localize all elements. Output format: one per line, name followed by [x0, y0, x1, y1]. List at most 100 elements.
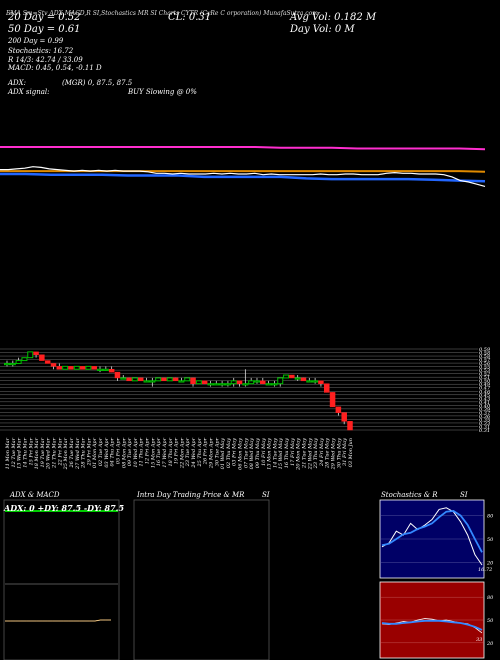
date-tick-label: 05 Fri Apr: [115, 437, 121, 464]
date-tick-label: 15 Fri Mar: [28, 437, 34, 465]
candle-body: [50, 363, 57, 367]
day-vol-label: Day Vol: 0 M: [290, 24, 355, 35]
date-tick-label: 07 Tue May: [243, 438, 249, 468]
stoch-value-label: 16.72: [478, 567, 492, 573]
date-tick-label: 29 Wed May: [331, 438, 337, 471]
date-tick-label: 23 Tue Apr: [185, 437, 191, 467]
candle-body: [27, 351, 34, 359]
date-tick-label: 26 Tue Mar: [69, 437, 75, 468]
candle-body: [9, 362, 16, 366]
date-tick-label: 16 Thu May: [284, 438, 290, 468]
price-tick-label: 0.56: [479, 361, 491, 367]
price-tick-label: 0.33: [479, 421, 490, 427]
mrsi-line: [381, 619, 483, 631]
candle-body: [253, 380, 260, 383]
candle-body: [283, 374, 290, 379]
candle-body: [102, 368, 109, 371]
candle-body: [201, 380, 208, 384]
price-tick-label: 0.37: [479, 410, 491, 416]
date-tick-label: 18 Mon Mar: [34, 437, 40, 469]
adx-signal-value: BUY Slowing @ 0%: [128, 88, 197, 96]
stoch-panel-title-right: SI: [460, 491, 468, 499]
price-tick-label: 0.40: [479, 403, 491, 409]
candle-body: [149, 380, 156, 383]
candle-body: [323, 383, 330, 393]
stoch-tick-label: 50: [487, 537, 494, 543]
date-tick-label: 03 Mon Jun: [348, 438, 354, 467]
candle-body: [329, 392, 336, 408]
adx-signal-label: ADX signal:: [8, 88, 50, 96]
intraday-panel-title-right: SI: [262, 491, 270, 499]
candle-body: [178, 380, 185, 383]
candle-body: [207, 383, 214, 386]
candle-body: [277, 377, 284, 385]
candle-body: [56, 366, 63, 370]
price-tick-label: 0.50: [479, 379, 491, 385]
date-tick-label: 19 Fri Apr: [174, 437, 180, 464]
candle-body: [230, 380, 237, 385]
date-tick-label: 03 Wed Apr: [104, 437, 110, 467]
rsi-value-label: 33: [476, 637, 482, 643]
adx-panel-title: ADX & MACD: [10, 491, 60, 499]
date-tick-label: 11 Thu Apr: [139, 437, 145, 466]
candle-body: [85, 365, 92, 370]
ma20-line: [0, 172, 486, 183]
candle-body: [4, 362, 10, 366]
date-tick-label: 08 Mon Apr: [121, 437, 127, 468]
date-tick-label: 11 Mon Mar: [5, 437, 11, 469]
rsi-tick-label: 50: [487, 618, 494, 624]
candle-body: [15, 360, 22, 364]
date-tick-label: 13 Wed Mar: [17, 437, 23, 469]
price-tick-label: 0.46: [479, 389, 491, 395]
adx-legend: ADX: 0 +DY: 87.5 -DY: 87.5: [4, 503, 125, 513]
candle-body: [44, 360, 51, 364]
avg-vol-label: Avg Vol: 0.182 M: [290, 12, 377, 23]
adx-value: (MGR) 0, 87.5, 87.5: [62, 79, 133, 87]
date-tick-label: 08 Wed May: [249, 438, 255, 470]
date-tick-label: 28 Tue May: [325, 438, 331, 469]
date-tick-label: 14 Thu Mar: [22, 437, 28, 467]
date-tick-label: 12 Tue Mar: [11, 437, 17, 467]
rsi-label: R 14/3: 42.74 / 33.09: [8, 56, 83, 64]
candle-body: [242, 383, 249, 386]
stoch-tick-label: 20: [486, 560, 494, 566]
date-tick-label: 28 Thu Mar: [81, 437, 87, 468]
stoch-tick-label: 80: [487, 514, 494, 520]
candle-body: [166, 377, 173, 382]
adx-panel-frame: [3, 499, 120, 660]
candle-body: [341, 412, 347, 422]
date-tick-label: 02 Tue Apr: [98, 437, 104, 466]
macd-signal-line: [5, 619, 111, 622]
date-tick-label: 22 Wed May: [307, 438, 313, 471]
candle-body: [265, 383, 272, 386]
candle-body: [33, 351, 39, 356]
candle-body: [224, 383, 231, 386]
price-tick-label: 0.55: [479, 365, 490, 371]
stoch-k-line: [381, 507, 483, 566]
date-tick-label: 15 Mon Apr: [150, 437, 156, 468]
price-tick-label: 0.41: [479, 400, 490, 406]
date-tick-label: 30 Tue Apr: [214, 437, 220, 466]
candle-body: [195, 380, 202, 385]
price-tick-label: 0.59: [479, 347, 491, 353]
candle-body: [21, 357, 28, 362]
date-tick-label: 29 Mon Apr: [208, 437, 214, 469]
intraday-panel-frame: [133, 499, 270, 660]
candle-body: [39, 354, 45, 361]
date-tick-label: 17 Fri May: [290, 438, 296, 466]
candle-body: [91, 366, 97, 370]
date-tick-label: 24 Wed Apr: [191, 437, 197, 468]
date-tick-label: 29 Fri Mar: [86, 437, 92, 466]
price-tick-label: 0.36: [479, 414, 491, 420]
stoch-panel-title: Stochastics & R: [381, 491, 438, 499]
date-tick-label: 30 Thu May: [336, 438, 342, 468]
price-tick-label: 0.52: [479, 372, 490, 378]
date-tick-label: 21 Tue May: [301, 438, 307, 469]
adx-label: ADX:: [8, 79, 27, 87]
price-tick-label: 0.31: [479, 428, 490, 434]
date-tick-label: 19 Tue Mar: [40, 437, 46, 467]
candle-body: [219, 383, 226, 386]
date-tick-label: 12 Fri Apr: [145, 437, 151, 464]
date-tick-label: 13 Mon May: [267, 438, 273, 470]
